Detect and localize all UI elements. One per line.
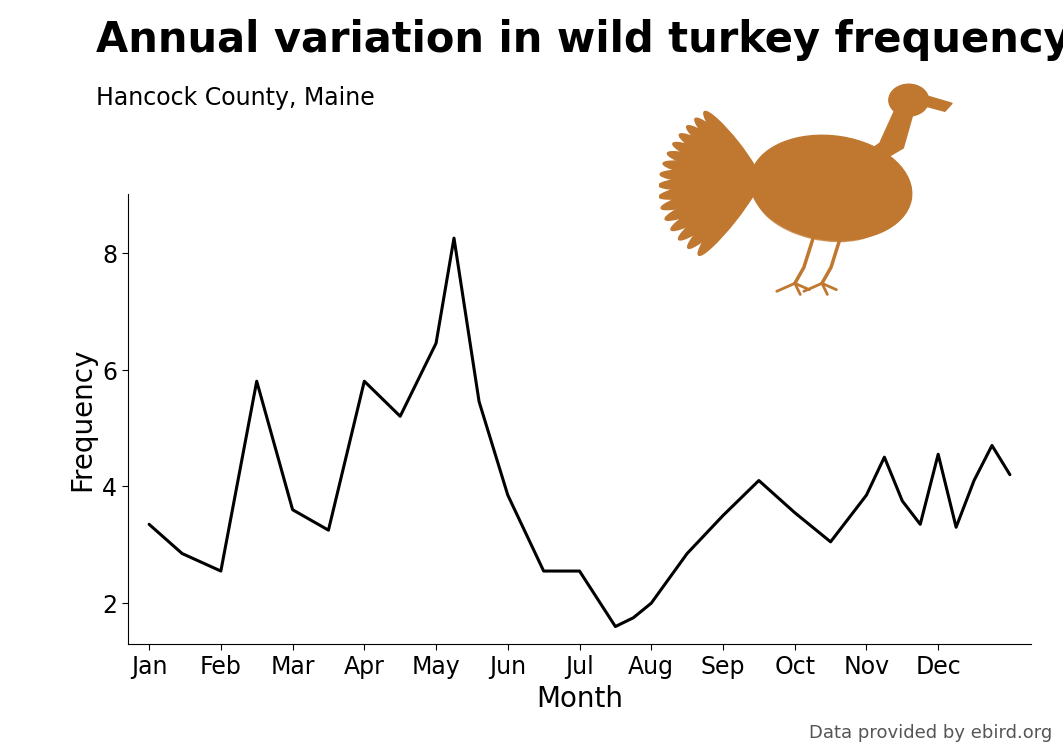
Ellipse shape (673, 143, 759, 181)
Y-axis label: Frequency: Frequency (68, 348, 97, 491)
Text: Hancock County, Maine: Hancock County, Maine (96, 86, 374, 110)
Ellipse shape (694, 118, 759, 181)
Ellipse shape (678, 180, 759, 240)
Ellipse shape (663, 162, 759, 183)
Ellipse shape (664, 179, 759, 221)
X-axis label: Month: Month (536, 684, 623, 712)
Ellipse shape (679, 134, 759, 181)
Ellipse shape (659, 176, 759, 190)
Polygon shape (921, 96, 951, 112)
Ellipse shape (704, 112, 759, 181)
Ellipse shape (659, 178, 759, 199)
Text: Data provided by ebird.org: Data provided by ebird.org (809, 724, 1052, 742)
Ellipse shape (660, 170, 759, 185)
Ellipse shape (889, 85, 928, 117)
Ellipse shape (687, 126, 759, 181)
Ellipse shape (661, 179, 759, 210)
Ellipse shape (688, 180, 759, 249)
Ellipse shape (671, 180, 759, 231)
Ellipse shape (668, 152, 759, 182)
Text: Annual variation in wild turkey frequency: Annual variation in wild turkey frequenc… (96, 19, 1063, 61)
Ellipse shape (698, 180, 759, 255)
Ellipse shape (750, 136, 911, 240)
Ellipse shape (756, 166, 888, 242)
Polygon shape (861, 112, 912, 164)
